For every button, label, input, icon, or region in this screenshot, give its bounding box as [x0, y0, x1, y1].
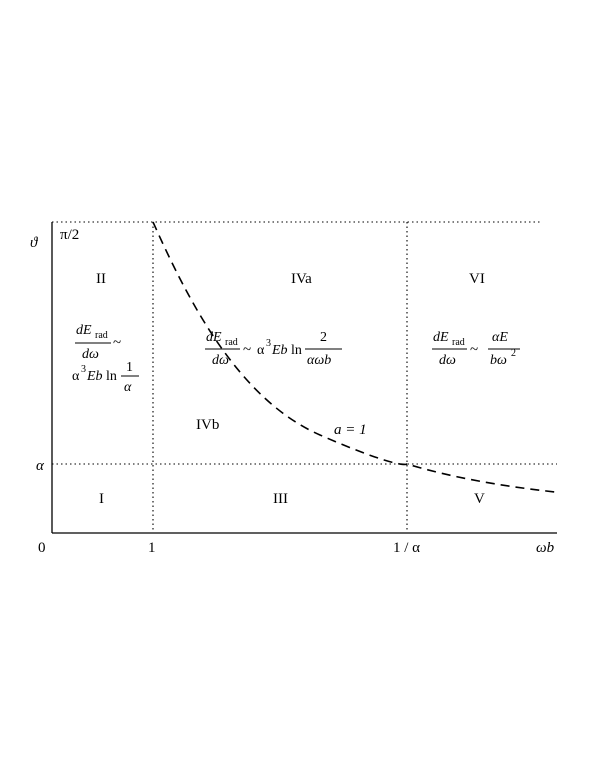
formula-II-num: dE [76, 323, 92, 338]
formula-II-rhs-prefix: α [72, 369, 80, 384]
formula-IV-rhs-mid: Eb [271, 343, 288, 358]
formula-II-rel: ~ [113, 335, 121, 351]
formula-IV-rel: ~ [243, 342, 251, 358]
formula-II-rhs-num: 1 [126, 360, 133, 375]
formula-II-rhs-mid: Eb [86, 369, 103, 384]
x-tick-inv-alpha: 1 / α [393, 540, 420, 556]
region-II-label: II [96, 271, 106, 287]
formula-IV-rhs-prefix: α [257, 343, 265, 358]
formula-VI-rhs-num: αE [492, 330, 508, 345]
formula-II-rhs-ln: ln [106, 369, 117, 384]
formula-region-IV: dE rad dω ~ α 3 Eb ln 2 αωb [205, 330, 342, 368]
formula-VI-rhs-den-exp: 2 [511, 348, 516, 359]
x-tick-1: 1 [148, 540, 156, 556]
formula-VI-num: dE [433, 330, 449, 345]
formula-IV-rhs-den: αωb [307, 353, 331, 368]
region-IVb-label: IVb [196, 417, 219, 433]
y-tick-alpha: α [36, 458, 45, 474]
formula-II-den: dω [82, 347, 99, 362]
formula-VI-num-sub: rad [452, 337, 465, 348]
region-IVa-label: IVa [291, 271, 312, 287]
formula-VI-rhs-den: bω [490, 353, 507, 368]
x-axis-label: ωb [536, 540, 555, 556]
formula-region-VI: dE rad dω ~ αE bω 2 [432, 330, 520, 368]
formula-II-rhs-exp: 3 [81, 364, 86, 375]
formula-II-rhs-den: α [124, 380, 132, 395]
region-I-label: I [99, 491, 104, 507]
formula-IV-num: dE [206, 330, 222, 345]
y-axis-label: ϑ [30, 235, 39, 251]
formula-IV-rhs-exp: 3 [266, 338, 271, 349]
formula-IV-rhs-num: 2 [320, 330, 327, 345]
formula-region-II: dE rad dω ~ α 3 Eb ln 1 α [72, 323, 139, 395]
formula-IV-rhs-ln: ln [291, 343, 302, 358]
region-VI-label: VI [469, 271, 485, 287]
formula-IV-den: dω [212, 353, 229, 368]
a-equals-1-curve [152, 221, 556, 493]
formula-VI-den: dω [439, 353, 456, 368]
origin-label: 0 [38, 540, 46, 556]
formula-II-num-sub: rad [95, 330, 108, 341]
formula-IV-num-sub: rad [225, 337, 238, 348]
region-III-label: III [273, 491, 288, 507]
curve-label: a = 1 [334, 422, 367, 438]
y-tick-pi-half: π/2 [60, 227, 79, 243]
formula-VI-rel: ~ [470, 342, 478, 358]
region-V-label: V [474, 491, 485, 507]
